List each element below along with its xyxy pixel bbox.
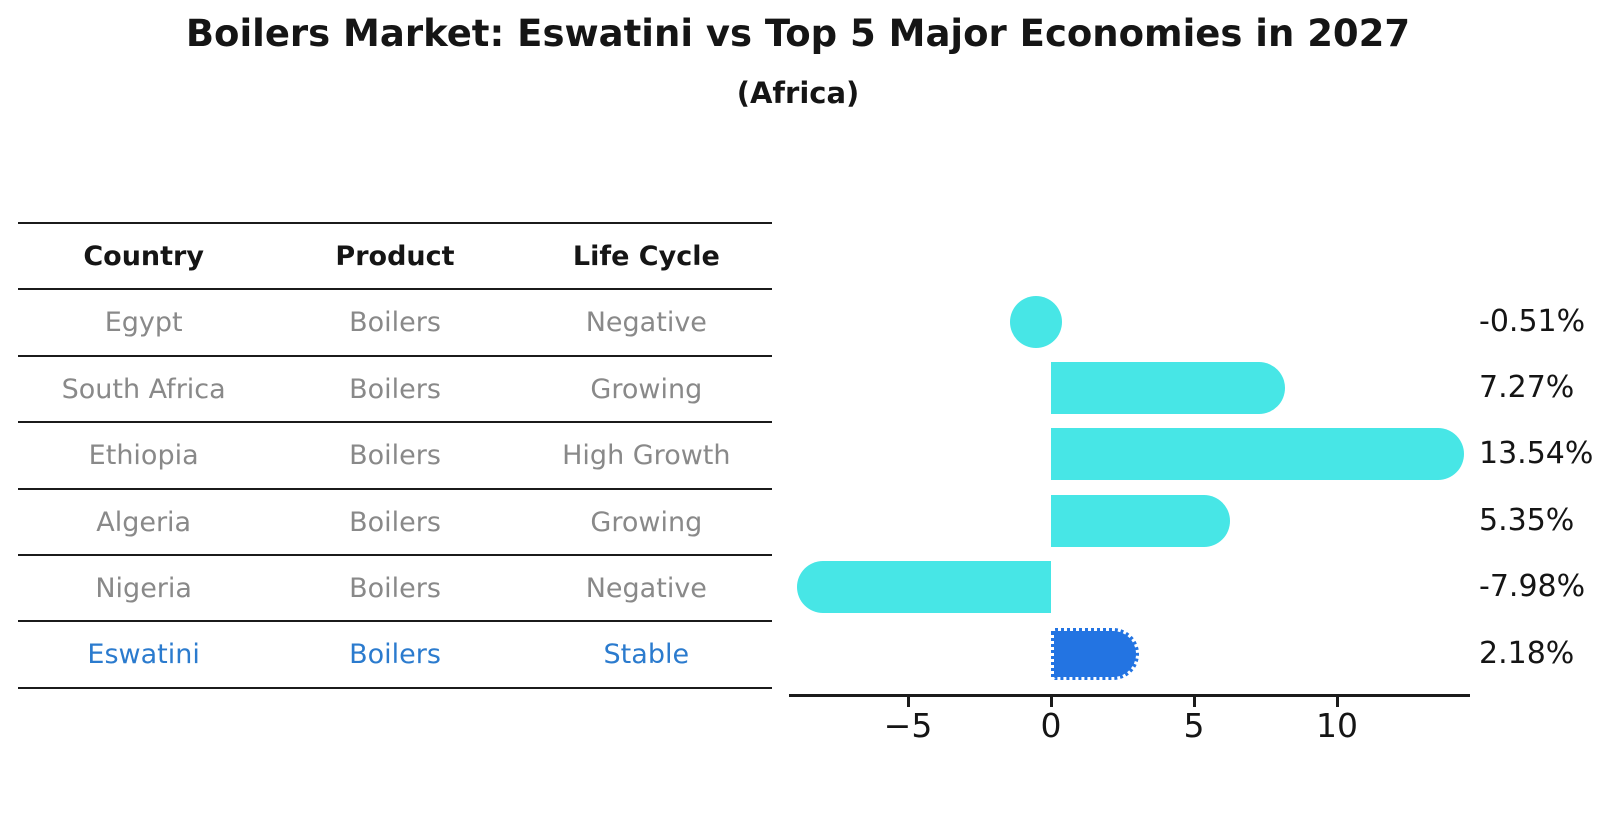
- x-axis-line: [789, 694, 1470, 697]
- cell-product: Boilers: [349, 440, 441, 472]
- cell-product: Boilers: [349, 572, 441, 604]
- column-header-product: Product: [335, 241, 455, 272]
- figure-subtitle: (Africa): [736, 76, 860, 110]
- bar-nigeria: [796, 561, 1051, 614]
- cell-lifecycle: Growing: [590, 373, 703, 405]
- cell-country: Algeria: [96, 506, 192, 538]
- cell-lifecycle: Negative: [585, 572, 707, 604]
- x-tick: [907, 694, 910, 707]
- column-header-lifecycle: Life Cycle: [572, 241, 720, 272]
- cell-country: Eswatini: [87, 639, 200, 671]
- data-table: Country Product Life Cycle Egypt Boilers…: [18, 222, 772, 689]
- x-tick: [1050, 694, 1053, 707]
- cell-country: Egypt: [104, 307, 183, 339]
- value-label-algeria: 5.35%: [1479, 502, 1575, 538]
- cell-country: Ethiopia: [88, 440, 199, 472]
- value-label-ethiopia: 13.54%: [1479, 436, 1594, 472]
- x-tick-label: 0: [1040, 706, 1062, 745]
- table-row: Ethiopia Boilers High Growth: [18, 423, 772, 490]
- cell-country: Nigeria: [95, 572, 192, 604]
- value-label-nigeria: -7.98%: [1479, 569, 1586, 605]
- bar-eswatini: [1051, 627, 1140, 680]
- cell-product: Boilers: [349, 307, 441, 339]
- table-rows: Egypt Boilers Negative South Africa Boil…: [18, 290, 772, 689]
- value-label-egypt: -0.51%: [1479, 303, 1586, 339]
- cell-product: Boilers: [349, 506, 441, 538]
- bar-south-africa: [1051, 362, 1285, 414]
- bar-ethiopia: [1051, 428, 1465, 481]
- x-tick: [1336, 694, 1339, 707]
- value-label-south-africa: 7.27%: [1479, 370, 1575, 405]
- table-row: South Africa Boilers Growing: [18, 357, 772, 424]
- column-header-country: Country: [83, 241, 204, 272]
- cell-lifecycle: High Growth: [562, 440, 731, 472]
- table-row: Nigeria Boilers Negative: [18, 556, 772, 623]
- cell-product: Boilers: [349, 639, 441, 671]
- x-tick-label: 10: [1316, 706, 1358, 745]
- figure-title: Boilers Market: Eswatini vs Top 5 Major …: [185, 12, 1411, 55]
- table-header-row: Country Product Life Cycle: [18, 224, 772, 291]
- x-tick: [1193, 694, 1196, 707]
- bar-egypt: [1010, 295, 1063, 348]
- cell-lifecycle: Negative: [585, 307, 707, 339]
- value-label-eswatini: 2.18%: [1479, 635, 1575, 671]
- cell-lifecycle: Stable: [603, 639, 690, 671]
- bar-algeria: [1051, 494, 1230, 547]
- x-tick-label: −5: [883, 706, 933, 745]
- cell-lifecycle: Growing: [590, 506, 703, 538]
- table-row: Eswatini Boilers Stable: [18, 622, 772, 689]
- cell-product: Boilers: [349, 373, 441, 405]
- cell-country: South Africa: [61, 373, 226, 405]
- table-row: Egypt Boilers Negative: [18, 290, 772, 357]
- x-tick-label: 5: [1183, 706, 1205, 745]
- table-row: Algeria Boilers Growing: [18, 490, 772, 556]
